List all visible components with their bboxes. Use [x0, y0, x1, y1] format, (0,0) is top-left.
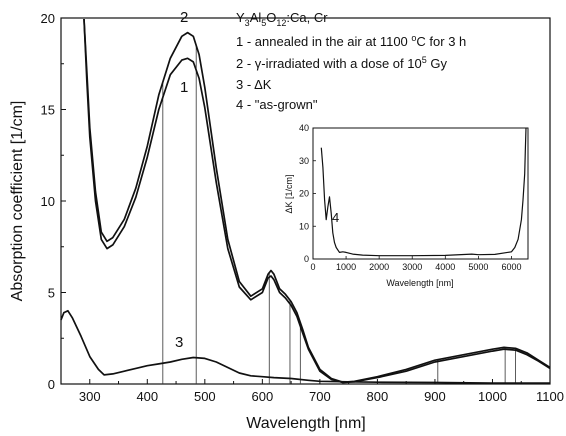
legend-entry-4: 4 - "as-grown" — [236, 97, 318, 112]
y-axis-title: Absorption coefficient [1/cm] — [9, 101, 26, 302]
inset-x-tick-label: 0 — [310, 262, 315, 272]
series-line-3 — [60, 309, 550, 384]
x-tick-label: 800 — [367, 389, 389, 404]
marker-lines — [162, 45, 516, 384]
legend-entry-3: 3 - ΔK — [236, 77, 272, 92]
x-tick-label: 700 — [309, 389, 331, 404]
inset-x-tick-label: 2000 — [369, 262, 389, 272]
inset-y-tick-label: 30 — [299, 156, 309, 166]
inset-x-axis-title: Wavelength [nm] — [386, 278, 453, 288]
x-axis-title: Wavelength [nm] — [246, 415, 365, 432]
inset-frame — [312, 127, 529, 260]
inset-y-tick-label: 20 — [299, 189, 309, 199]
series-line-2 — [83, 18, 551, 384]
inset-chart: 0 1000 2000 3000 4000 5000 6000 0 10 20 30 40 Wave… — [284, 123, 529, 288]
x-tick-label: 400 — [136, 389, 158, 404]
y-tick-label: 10 — [41, 194, 55, 209]
x-tick-label: 600 — [252, 389, 274, 404]
inset-x-tick-label: 3000 — [402, 262, 422, 272]
inset-x-axis: 0 1000 2000 3000 4000 5000 6000 — [310, 256, 521, 272]
inset-curve-label-4: 4 — [332, 210, 339, 225]
legend: Y3Al5O12:Ca, Cr 1 - annealed in the air … — [236, 10, 466, 112]
y-tick-label: 0 — [48, 377, 55, 392]
x-tick-label: 900 — [424, 389, 446, 404]
inset-x-tick-label: 6000 — [501, 262, 521, 272]
x-tick-label: 1100 — [536, 389, 564, 404]
inset-series — [320, 127, 527, 257]
y-axis: 0 5 10 15 20 — [41, 11, 66, 392]
inset-x-tick-label: 1000 — [336, 262, 356, 272]
y-tick-label: 15 — [41, 103, 55, 118]
inset-y-tick-label: 0 — [304, 254, 309, 264]
series-line-1 — [83, 18, 551, 384]
inset-y-axis: 0 10 20 30 40 — [299, 123, 316, 264]
inset-x-tick-label: 5000 — [468, 262, 488, 272]
inset-y-tick-label: 40 — [299, 123, 309, 133]
x-tick-label: 1000 — [478, 389, 507, 404]
inset-x-tick-label: 4000 — [435, 262, 455, 272]
curve-label-1: 1 — [180, 79, 188, 96]
curve-label-2: 2 — [180, 9, 188, 26]
legend-entry-1: 1 - annealed in the air at 1100 oC for 3… — [236, 33, 466, 49]
inset-series-line-4 — [320, 127, 527, 257]
y-tick-label: 5 — [48, 286, 55, 301]
inset-y-axis-title: ΔK [1/cm] — [284, 174, 294, 213]
curve-label-3: 3 — [175, 334, 183, 351]
x-axis: 300 400 500 600 700 800 900 1000 1100 — [60, 379, 564, 404]
inset-y-tick-label: 10 — [299, 221, 309, 231]
legend-title: Y3Al5O12:Ca, Cr — [236, 10, 328, 28]
legend-entry-2: 2 - γ-irradiated with a dose of 105 Gy — [236, 55, 447, 71]
x-tick-label: 300 — [79, 389, 101, 404]
y-tick-label: 20 — [41, 11, 55, 26]
x-tick-label: 500 — [194, 389, 216, 404]
